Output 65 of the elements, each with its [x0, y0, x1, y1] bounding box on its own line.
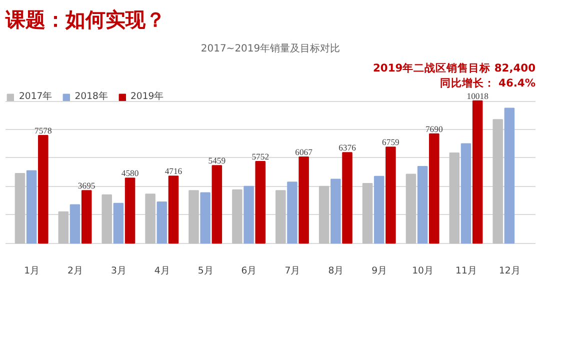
data-label: 3695 [78, 180, 96, 191]
bar [145, 194, 156, 244]
legend-label: 2017年 [19, 90, 52, 103]
bar [386, 146, 396, 244]
bar [255, 160, 266, 244]
bar [58, 211, 69, 244]
x-tick-label: 5月 [198, 266, 213, 276]
bar [492, 119, 503, 244]
bar [14, 173, 26, 244]
bar [244, 186, 254, 244]
x-tick-label: 4月 [154, 266, 170, 276]
data-label: 5459 [208, 156, 226, 166]
bar [460, 143, 472, 244]
bar [504, 108, 515, 244]
data-label: 7690 [425, 124, 443, 134]
bar [449, 152, 460, 244]
legend-label: 2019年 [130, 90, 164, 103]
bar [374, 176, 384, 244]
x-tick-label: 11月 [456, 266, 476, 276]
x-tick-label: 3月 [110, 266, 126, 276]
legend-label: 2018年 [74, 90, 108, 103]
bar [124, 178, 136, 244]
x-tick-label: 10月 [412, 266, 433, 276]
bar [81, 190, 92, 244]
data-label: 6067 [295, 146, 314, 157]
bar [188, 190, 199, 244]
bar [330, 178, 341, 244]
bar [200, 192, 210, 244]
bar [70, 204, 80, 244]
x-tick-label: 2月 [68, 266, 82, 276]
bar [212, 165, 222, 244]
chart-subtitle: 2017~2019年销量及目标对比 [200, 42, 340, 54]
bar [472, 100, 483, 244]
bar [113, 202, 124, 244]
data-label: 4716 [164, 166, 183, 176]
bar [318, 186, 330, 244]
data-label: 6759 [382, 137, 400, 148]
text: 2019年二战区销售目标 82,400 [373, 62, 536, 74]
text: 同比增长： 46.4% [440, 76, 536, 90]
bar [102, 194, 112, 244]
x-tick-label: 7月 [284, 266, 300, 276]
data-label: 7578 [34, 126, 52, 136]
x-tick-label: 8月 [328, 266, 344, 276]
data-label: 10018 [466, 90, 488, 101]
chart-title: 课题：如何实现？ [4, 8, 166, 32]
bar [429, 133, 440, 244]
x-tick-label: 12月 [499, 266, 520, 276]
x-tick-label: 1月 [24, 266, 40, 276]
bar [287, 182, 298, 244]
bar [362, 182, 373, 244]
data-label: 5752 [252, 151, 270, 162]
bar [168, 176, 179, 244]
x-tick-label: 6月 [241, 266, 256, 276]
data-label: 4580 [121, 168, 139, 178]
data-label: 6376 [338, 142, 357, 153]
bar [156, 201, 168, 244]
bar [342, 152, 352, 244]
bar [298, 156, 309, 244]
bar [38, 135, 48, 244]
bar [276, 190, 286, 244]
bar [26, 170, 37, 244]
x-tick-label: 9月 [372, 266, 387, 276]
bar [417, 166, 428, 244]
bar [232, 189, 242, 244]
bar [406, 174, 416, 244]
